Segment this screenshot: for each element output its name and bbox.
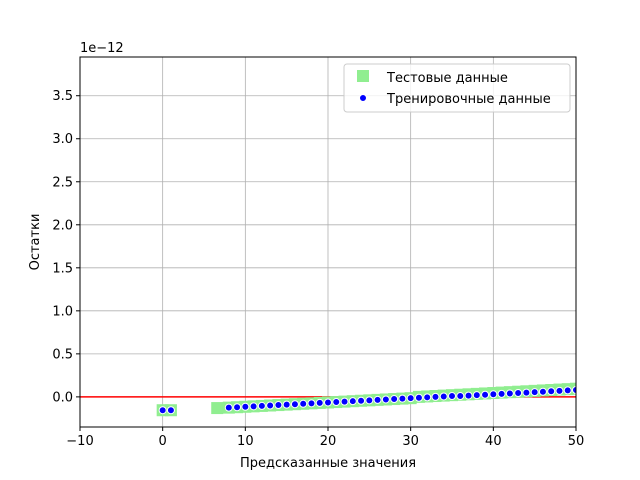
x-axis-label: Предсказанные значения	[240, 456, 416, 471]
train-point	[257, 401, 266, 410]
train-point	[340, 397, 349, 406]
train-point	[381, 395, 390, 404]
train-point	[505, 389, 514, 398]
x-tick-label: 20	[320, 434, 337, 449]
train-point	[324, 398, 332, 407]
train-point	[489, 390, 498, 399]
test-point	[211, 402, 224, 415]
x-tick-label: 10	[237, 434, 254, 449]
train-point	[307, 399, 316, 408]
legend-train-label: Тренировочные данные	[386, 92, 551, 107]
train-point	[472, 391, 481, 400]
train-point	[299, 399, 308, 408]
train-point	[423, 393, 432, 402]
train-point	[348, 397, 357, 406]
train-point	[572, 386, 576, 394]
train-point	[233, 403, 242, 412]
train-point	[315, 398, 324, 407]
train-point	[274, 401, 283, 410]
x-tick-label: 30	[402, 434, 419, 449]
train-point	[390, 395, 399, 404]
train-data-series	[158, 386, 576, 415]
y-axis-ticks: 0.0 0.5 1.0 1.5 2.0 2.5 3.0 3.5	[52, 89, 80, 405]
train-point	[241, 402, 250, 411]
legend-test-label: Тестовые данные	[386, 71, 508, 86]
train-point	[282, 400, 291, 409]
y-axis-label: Остатки	[28, 214, 43, 271]
train-point	[290, 400, 299, 409]
legend-box	[343, 63, 571, 113]
y-tick-label: 0.0	[52, 390, 73, 405]
train-point	[398, 394, 407, 403]
x-tick-label: 40	[485, 434, 502, 449]
train-point	[530, 388, 539, 397]
train-point	[538, 387, 547, 396]
train-point	[166, 406, 175, 415]
y-tick-label: 2.5	[52, 175, 73, 190]
train-point	[158, 406, 167, 415]
y-tick-label: 2.0	[52, 218, 73, 233]
train-point	[522, 388, 531, 397]
train-point	[563, 386, 572, 395]
train-point	[365, 396, 374, 405]
train-point	[497, 389, 506, 398]
y-tick-label: 1.0	[52, 304, 73, 319]
y-tick-label: 3.5	[52, 89, 73, 104]
x-axis-ticks: −10 0 10 20 30 40 50	[66, 427, 584, 449]
legend: Тестовые данные Тренировочные данные	[343, 63, 571, 113]
train-point	[555, 386, 564, 395]
train-point	[456, 392, 465, 401]
train-point	[332, 398, 341, 407]
y-tick-label: 1.5	[52, 261, 73, 276]
train-point	[464, 391, 473, 400]
y-offset-text: 1e−12	[80, 41, 124, 56]
y-tick-label: 3.0	[52, 132, 73, 147]
train-point	[514, 389, 523, 398]
x-tick-label: 0	[159, 434, 167, 449]
train-point	[547, 387, 556, 396]
train-point	[431, 392, 440, 401]
legend-train-marker	[359, 94, 367, 102]
x-tick-label: 50	[568, 434, 585, 449]
train-point	[406, 394, 415, 403]
train-point	[266, 401, 275, 410]
train-point	[481, 390, 490, 399]
train-point	[414, 393, 423, 402]
train-point	[249, 402, 258, 411]
train-point	[439, 392, 448, 401]
x-tick-label: −10	[66, 434, 93, 449]
train-point	[448, 392, 456, 401]
y-tick-label: 0.5	[52, 347, 73, 362]
train-point	[357, 396, 366, 405]
legend-test-marker	[357, 70, 369, 82]
train-point	[224, 403, 233, 412]
train-point	[373, 395, 382, 404]
